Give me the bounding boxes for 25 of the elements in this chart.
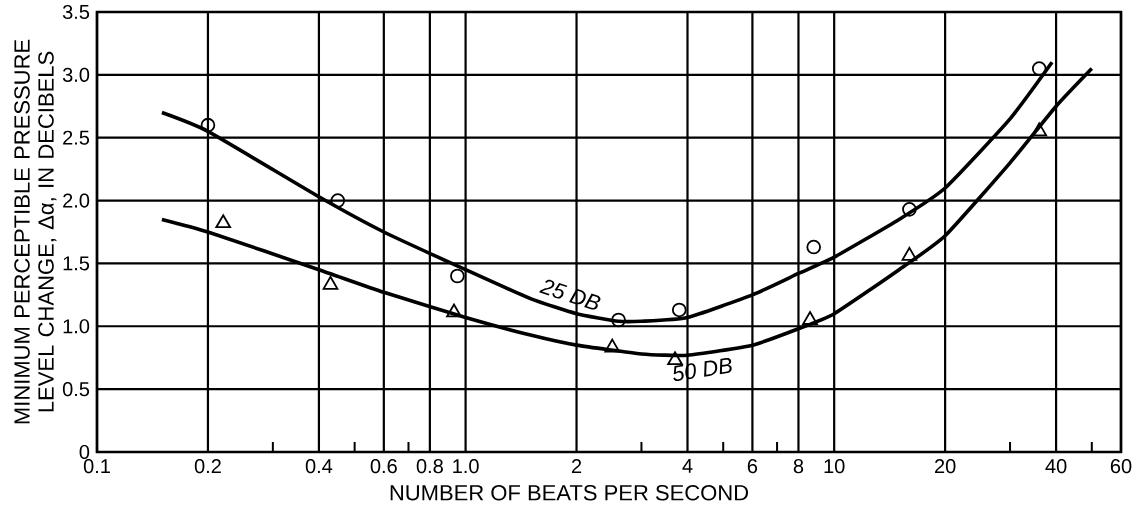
x-tick-label: 60: [1110, 459, 1132, 474]
y-tick-label: 2.0: [63, 193, 90, 208]
x-tick-label: 1.0: [453, 459, 479, 474]
x-tick-label: 40: [1045, 459, 1067, 474]
x-tick-label: 0.4: [305, 459, 333, 474]
y-tick-label: 1.5: [63, 256, 90, 271]
x-tick-label: 0.1: [83, 459, 110, 474]
y-tick-label: 0.5: [62, 382, 90, 397]
x-tick-label: 10: [824, 459, 845, 474]
y-axis-title: MINIMUM PERCEPTIBLE PRESSURE LEVEL CHANGE, Δα, IN DECIBELS: [14, 39, 57, 424]
y-tick-label: 1.0: [63, 319, 90, 334]
x-tick-label: 8: [793, 459, 804, 474]
x-tick-label: 20: [935, 459, 956, 474]
y-tick-label: 2.5: [63, 130, 90, 145]
y-tick-label: 0: [79, 444, 90, 460]
y-tick-label: 3.5: [62, 4, 90, 20]
text: 25 DB: [539, 279, 601, 310]
x-tick-label: 4: [682, 459, 693, 473]
x-tick-label: 0.8: [416, 459, 443, 474]
x-tick-label: 0.2: [194, 459, 221, 474]
x-tick-label: 6: [747, 459, 758, 474]
x-tick-label: 0.6: [370, 459, 397, 474]
x-axis-title: NUMBER OF BEATS PER SECOND: [390, 484, 749, 501]
x-tick-label: 2: [571, 459, 582, 474]
y-tick-label: 3.0: [62, 67, 90, 82]
